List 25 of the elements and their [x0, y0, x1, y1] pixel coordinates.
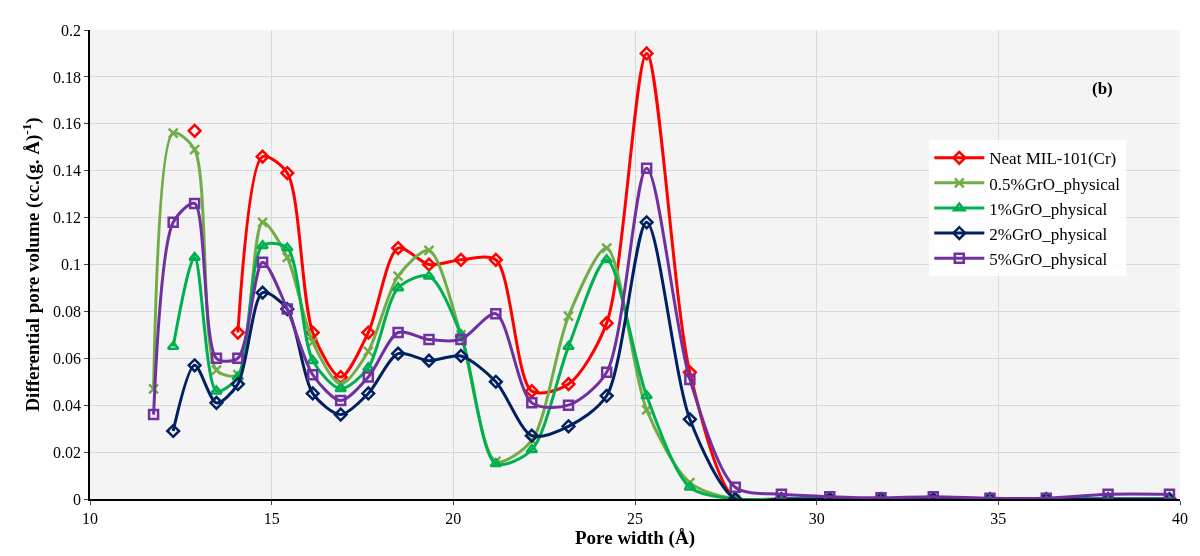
legend-label: 5%GrO_physical	[989, 249, 1108, 269]
x-tick-label: 15	[263, 509, 280, 527]
legend-label: Neat MIL-101(Cr)	[989, 149, 1117, 169]
y-tick-label: 0.02	[53, 443, 82, 461]
y-tick-label: 0.06	[53, 349, 82, 367]
x-tick-label: 35	[990, 509, 1007, 527]
y-tick-label: 0.2	[61, 21, 82, 39]
y-tick-label: 0.16	[53, 115, 82, 133]
x-tick-label: 10	[82, 509, 98, 527]
y-tick-label: 0.14	[53, 162, 82, 180]
y-tick-label: 0	[73, 490, 82, 508]
legend-label: 1%GrO_physical	[989, 199, 1108, 219]
legend-label: 2%GrO_physical	[989, 224, 1108, 244]
y-tick-label: 0.12	[53, 209, 82, 227]
x-tick-label: 40	[1172, 509, 1188, 527]
annotation: (b)	[1092, 79, 1113, 98]
x-axis-title: Pore width (Å)	[575, 526, 695, 549]
y-tick-label: 0.08	[53, 303, 82, 320]
y-tick-label: 0.18	[53, 68, 82, 86]
x-tick-label: 20	[445, 509, 462, 527]
x-tick-label: 30	[808, 509, 825, 527]
x-tick-label: 25	[627, 509, 643, 527]
legend-label: 0.5%GrO_physical	[989, 174, 1121, 194]
y-tick-label: 0.04	[53, 396, 82, 414]
y-tick-label: 0.1	[61, 256, 82, 274]
